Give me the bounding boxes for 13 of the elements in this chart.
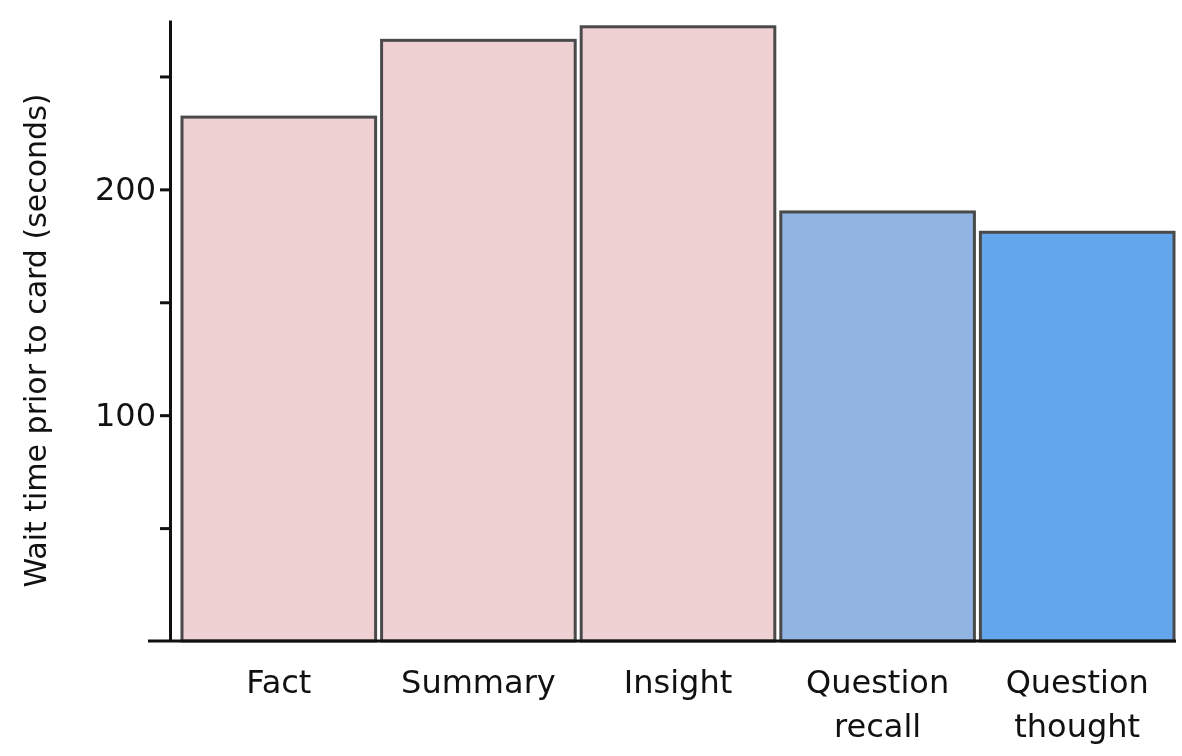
y-tick-label: 200 — [94, 170, 156, 209]
y-tick-label: 100 — [94, 395, 156, 434]
bar — [380, 38, 577, 643]
bar — [579, 25, 777, 643]
x-tick-label: Summary — [401, 663, 556, 701]
bar — [978, 230, 1176, 643]
x-tick-label: Question thought — [1005, 663, 1149, 745]
x-tick-label: Insight — [623, 663, 733, 701]
x-tick-label: Question recall — [806, 663, 950, 745]
bar — [779, 210, 976, 643]
x-tick-label: Fact — [246, 663, 312, 701]
bar — [180, 115, 378, 643]
y-axis-title: Wait time prior to card (seconds) — [18, 93, 53, 588]
